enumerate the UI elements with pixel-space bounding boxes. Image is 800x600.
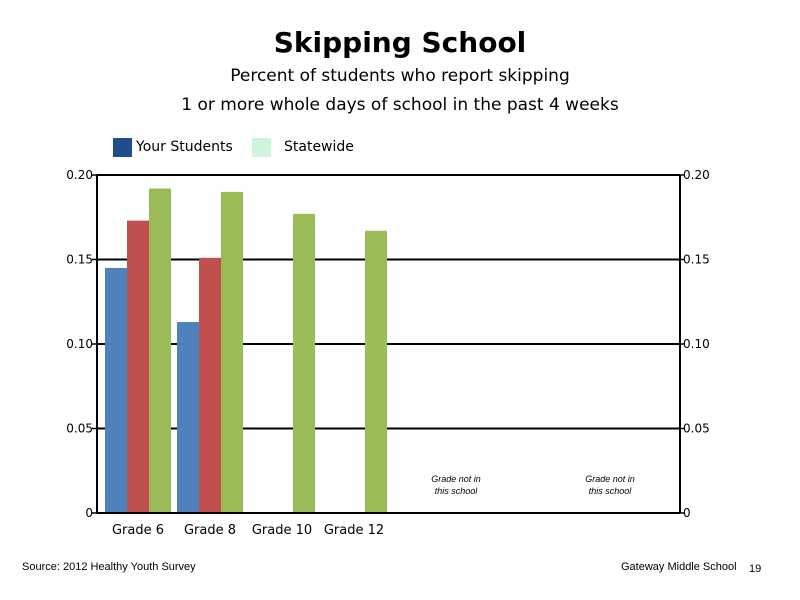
legend-label-your-students: Your Students: [136, 139, 233, 155]
legend-item-statewide: Statewide: [252, 137, 354, 157]
annotation-line1: Grade not in: [585, 474, 635, 484]
chart-title: Skipping School: [273, 26, 527, 59]
y-tick-label-left: 0.20: [66, 168, 93, 182]
bar: [221, 191, 243, 513]
x-tick-label: Grade 12: [324, 523, 384, 538]
legend-swatch-statewide: [252, 137, 271, 157]
bar: [149, 188, 171, 513]
chart-subtitle-line2: 1 or more whole days of school in the pa…: [181, 95, 619, 115]
y-tick-label-left: 0.05: [66, 422, 93, 436]
y-tick-label-left: 0.15: [66, 253, 93, 267]
source-note: Source: 2012 Healthy Youth Survey: [22, 561, 196, 573]
bar: [127, 220, 149, 513]
legend-label-statewide: Statewide: [284, 139, 354, 155]
y-tick-label-right: 0.20: [683, 168, 710, 182]
chart-subtitle-line1: Percent of students who report skipping: [230, 66, 570, 86]
annotation-line2: this school: [435, 486, 479, 496]
legend-item-your-students: Your Students: [113, 137, 233, 157]
x-tick-label: Grade 6: [112, 523, 164, 538]
bar: [365, 230, 387, 513]
y-tick-label-left: 0.10: [66, 337, 93, 351]
y-tick-label-right: 0.10: [683, 337, 710, 351]
legend-swatch-your-students: [113, 137, 132, 157]
bar: [293, 213, 315, 513]
bar: [177, 322, 199, 513]
x-tick-label: Grade 8: [184, 523, 236, 538]
bar: [199, 257, 221, 513]
y-tick-label-left: 0: [85, 506, 93, 520]
annotation-line2: this school: [589, 486, 633, 496]
page-number: 19: [749, 563, 762, 575]
y-tick-label-right: 0.15: [683, 253, 710, 267]
annotation-line1: Grade not in: [431, 474, 481, 484]
bar: [105, 267, 127, 513]
y-tick-label-right: 0: [683, 506, 691, 520]
y-tick-label-right: 0.05: [683, 422, 710, 436]
school-name: Gateway Middle School: [621, 561, 737, 573]
x-tick-label: Grade 10: [252, 523, 312, 538]
